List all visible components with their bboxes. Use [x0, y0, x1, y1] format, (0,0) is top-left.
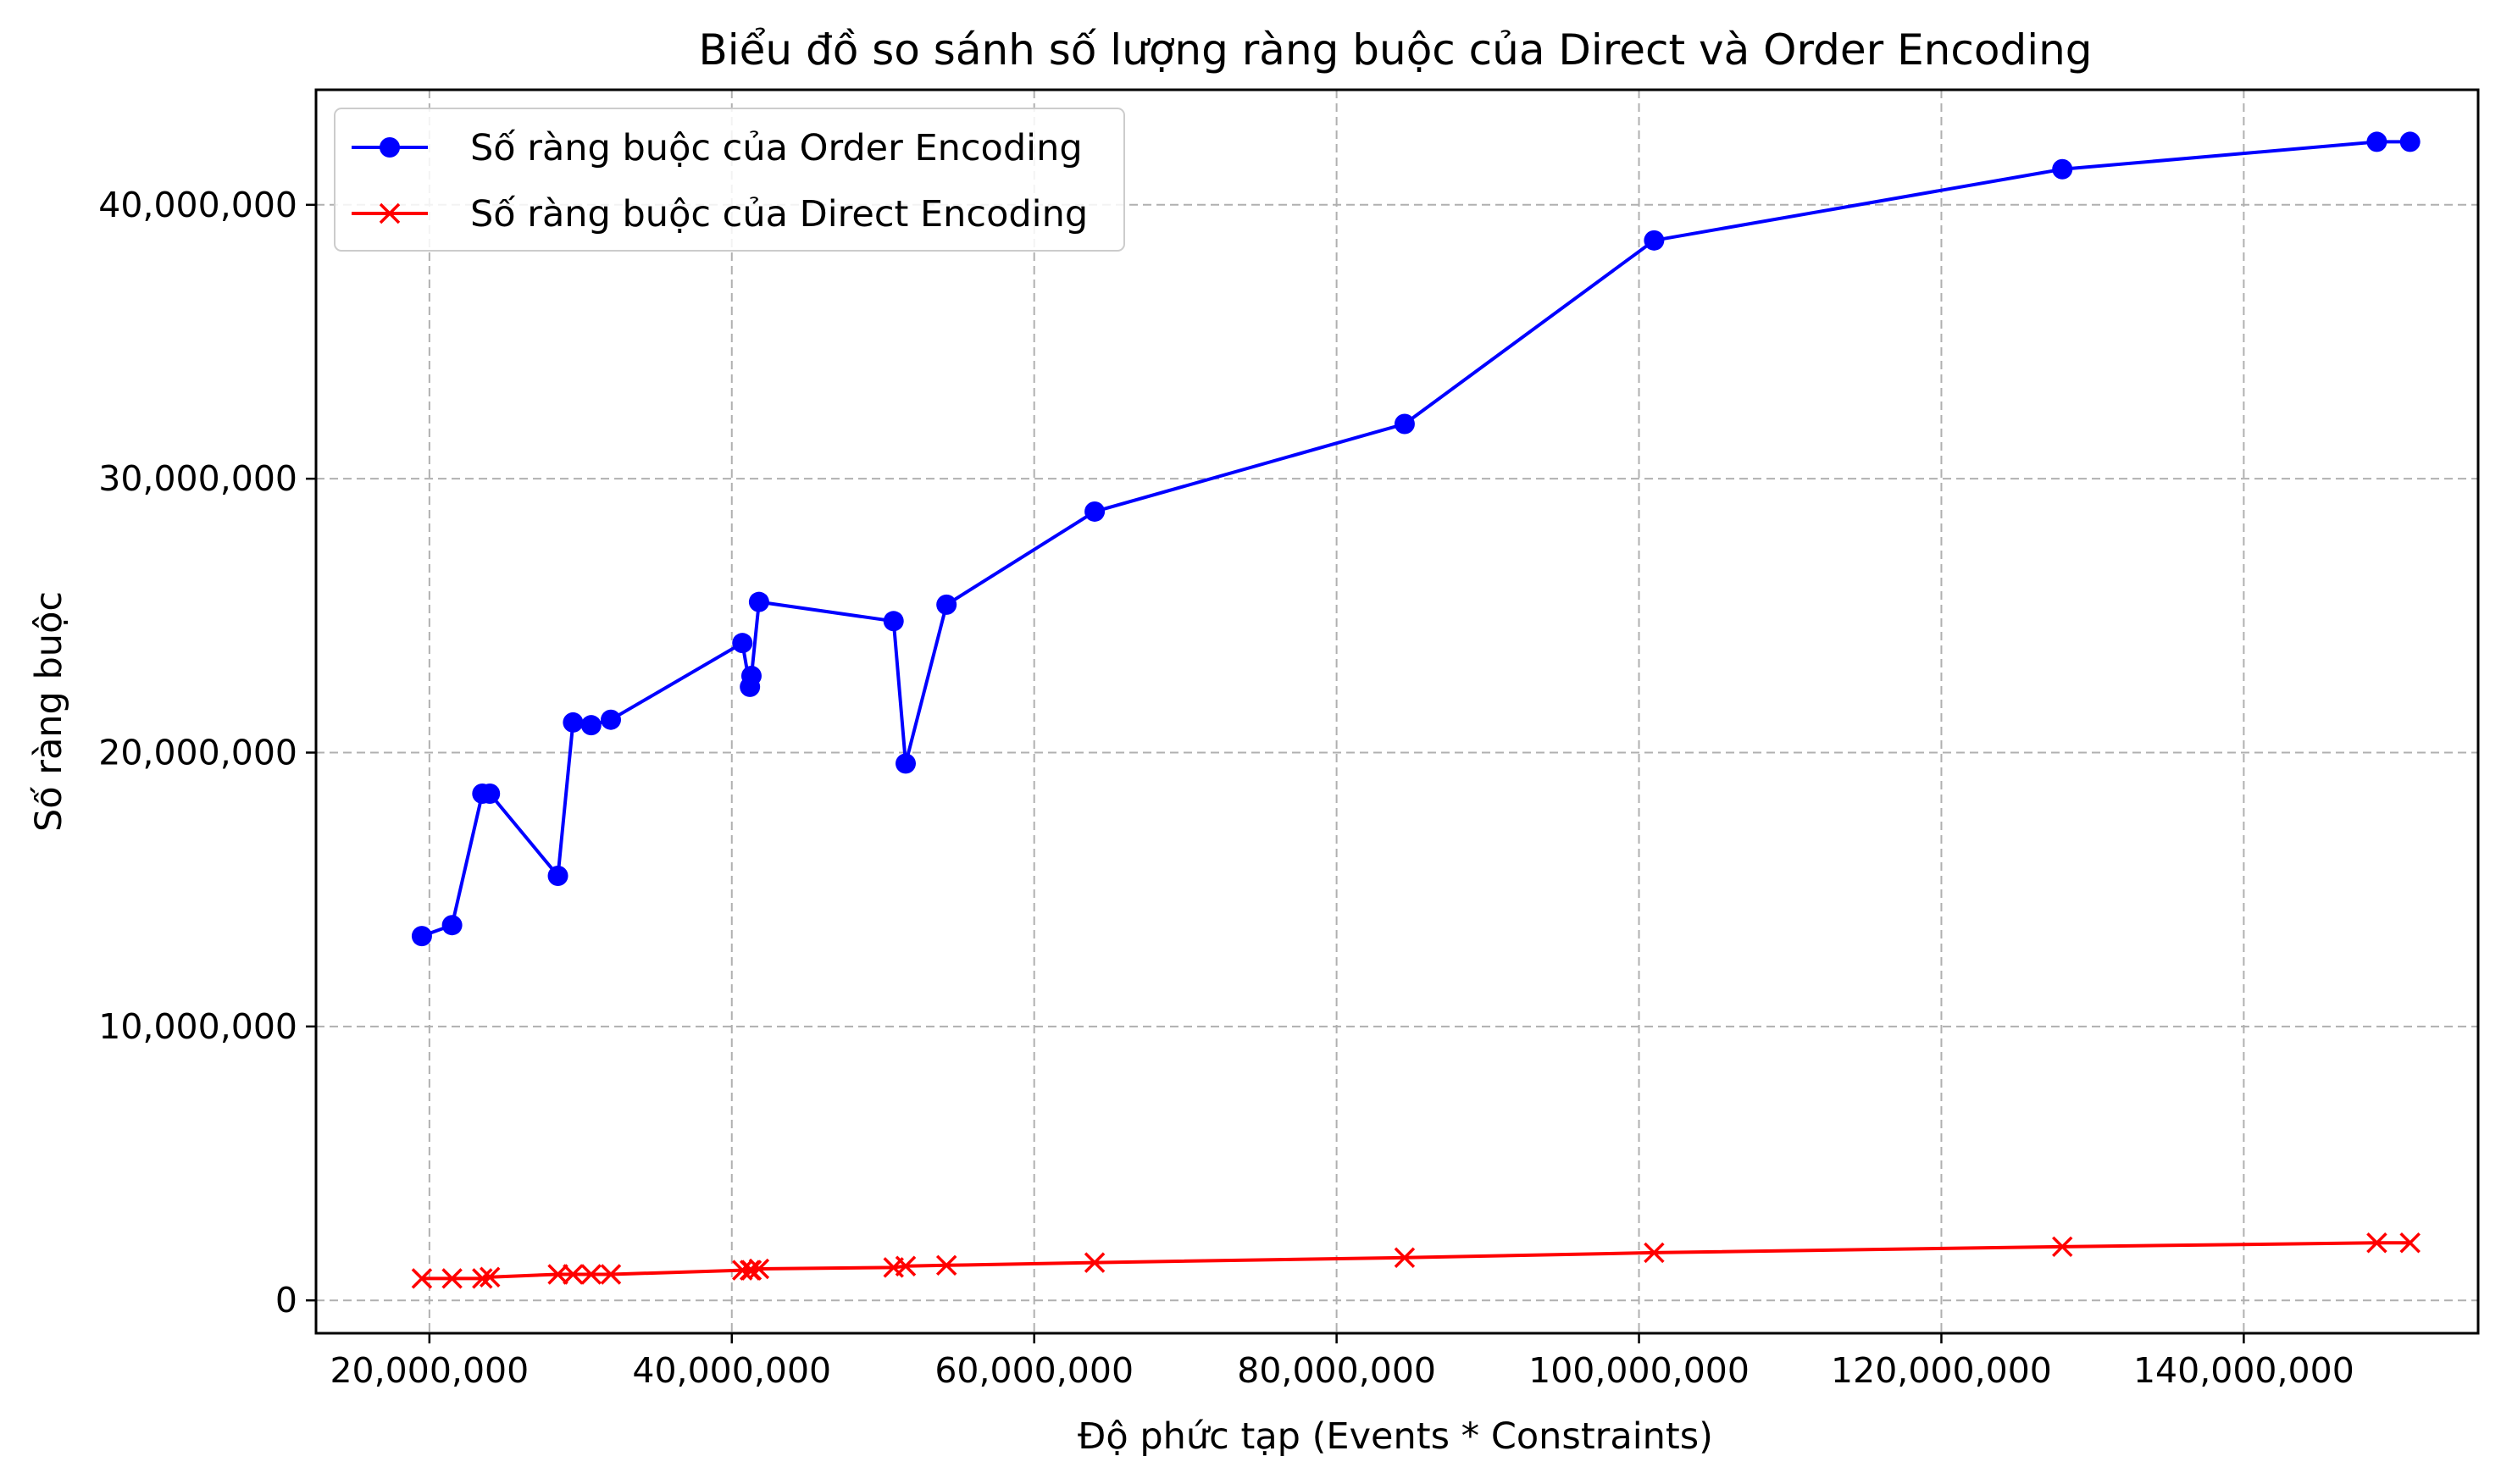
data-point	[2366, 131, 2387, 152]
legend-label-direct: Số ràng buộc của Direct Encoding	[470, 193, 1088, 235]
data-point	[1084, 501, 1106, 522]
data-point	[732, 1260, 753, 1281]
y-tick-label: 10,000,000	[98, 1006, 297, 1047]
data-point	[732, 633, 753, 654]
x-tick-label: 140,000,000	[2133, 1350, 2354, 1391]
grid	[316, 90, 2478, 1333]
data-point	[563, 1264, 584, 1285]
data-point	[895, 1255, 917, 1277]
series-line	[421, 1241, 2410, 1281]
data-point	[601, 709, 621, 730]
data-point	[547, 1264, 568, 1285]
data-point	[1644, 230, 1665, 251]
legend-box	[334, 108, 1125, 252]
data-point	[1394, 413, 1415, 435]
y-tick-label: 20,000,000	[98, 733, 297, 773]
data-point	[1084, 1252, 1106, 1273]
data-point	[883, 611, 904, 632]
data-point	[1644, 1242, 1665, 1264]
data-point	[547, 866, 568, 887]
data-point	[748, 591, 769, 612]
data-point	[2399, 131, 2421, 152]
y-tick-label: 40,000,000	[98, 185, 297, 225]
x-tick-label: 60,000,000	[934, 1350, 1134, 1391]
x-tick-label: 100,000,000	[1528, 1350, 1750, 1391]
plot-frame	[314, 88, 2480, 1335]
y-axis: 0 10,000,000 20,000,000 30,000,000 40,000,00…	[98, 185, 316, 1321]
data-point	[1394, 1247, 1416, 1268]
y-tick-label: 0	[275, 1280, 297, 1321]
data-point	[480, 784, 501, 805]
x-axis-label: Độ phức tạp (Events * Constraints)	[1078, 1415, 1713, 1458]
data-point	[2366, 1232, 2387, 1254]
data-point	[936, 594, 957, 615]
data-point	[2399, 1232, 2421, 1254]
series-line	[421, 140, 2410, 939]
series-0	[411, 131, 2421, 947]
data-point	[2052, 158, 2073, 180]
data-point	[748, 1258, 770, 1280]
x-tick-label: 120,000,000	[1831, 1350, 2052, 1391]
x-tick-label: 40,000,000	[632, 1350, 831, 1391]
legend-marker-direct	[379, 202, 401, 224]
data-point	[411, 1268, 433, 1289]
data-point	[411, 926, 432, 947]
x-tick-label: 80,000,000	[1237, 1350, 1436, 1391]
legend: Số ràng buộc của Order Encoding Số ràng …	[334, 108, 1125, 252]
chart-title: Biểu đồ so sánh số lượng ràng buộc của D…	[698, 25, 2092, 75]
legend-marker-order	[380, 137, 400, 158]
data-point	[600, 1264, 622, 1285]
series-layer	[411, 131, 2421, 1289]
data-point	[740, 1260, 762, 1281]
y-axis-label: Số ràng buộc	[28, 591, 70, 832]
x-tick-label: 20,000,000	[330, 1350, 529, 1391]
data-point	[740, 665, 762, 686]
data-point	[472, 1268, 493, 1289]
data-point	[441, 1268, 463, 1289]
data-point	[563, 712, 584, 733]
data-point	[2051, 1236, 2073, 1258]
series-1	[411, 1232, 2421, 1289]
data-point	[479, 1266, 501, 1287]
data-point	[441, 915, 463, 936]
data-point	[580, 1264, 602, 1285]
data-point	[935, 1254, 957, 1276]
data-point	[896, 753, 916, 774]
y-tick-label: 30,000,000	[98, 458, 297, 499]
x-axis: 20,000,000 40,000,000 60,000,000 80,000,000…	[330, 1333, 2354, 1391]
data-point	[580, 715, 602, 736]
legend-label-order: Số ràng buộc của Order Encoding	[470, 127, 1083, 169]
